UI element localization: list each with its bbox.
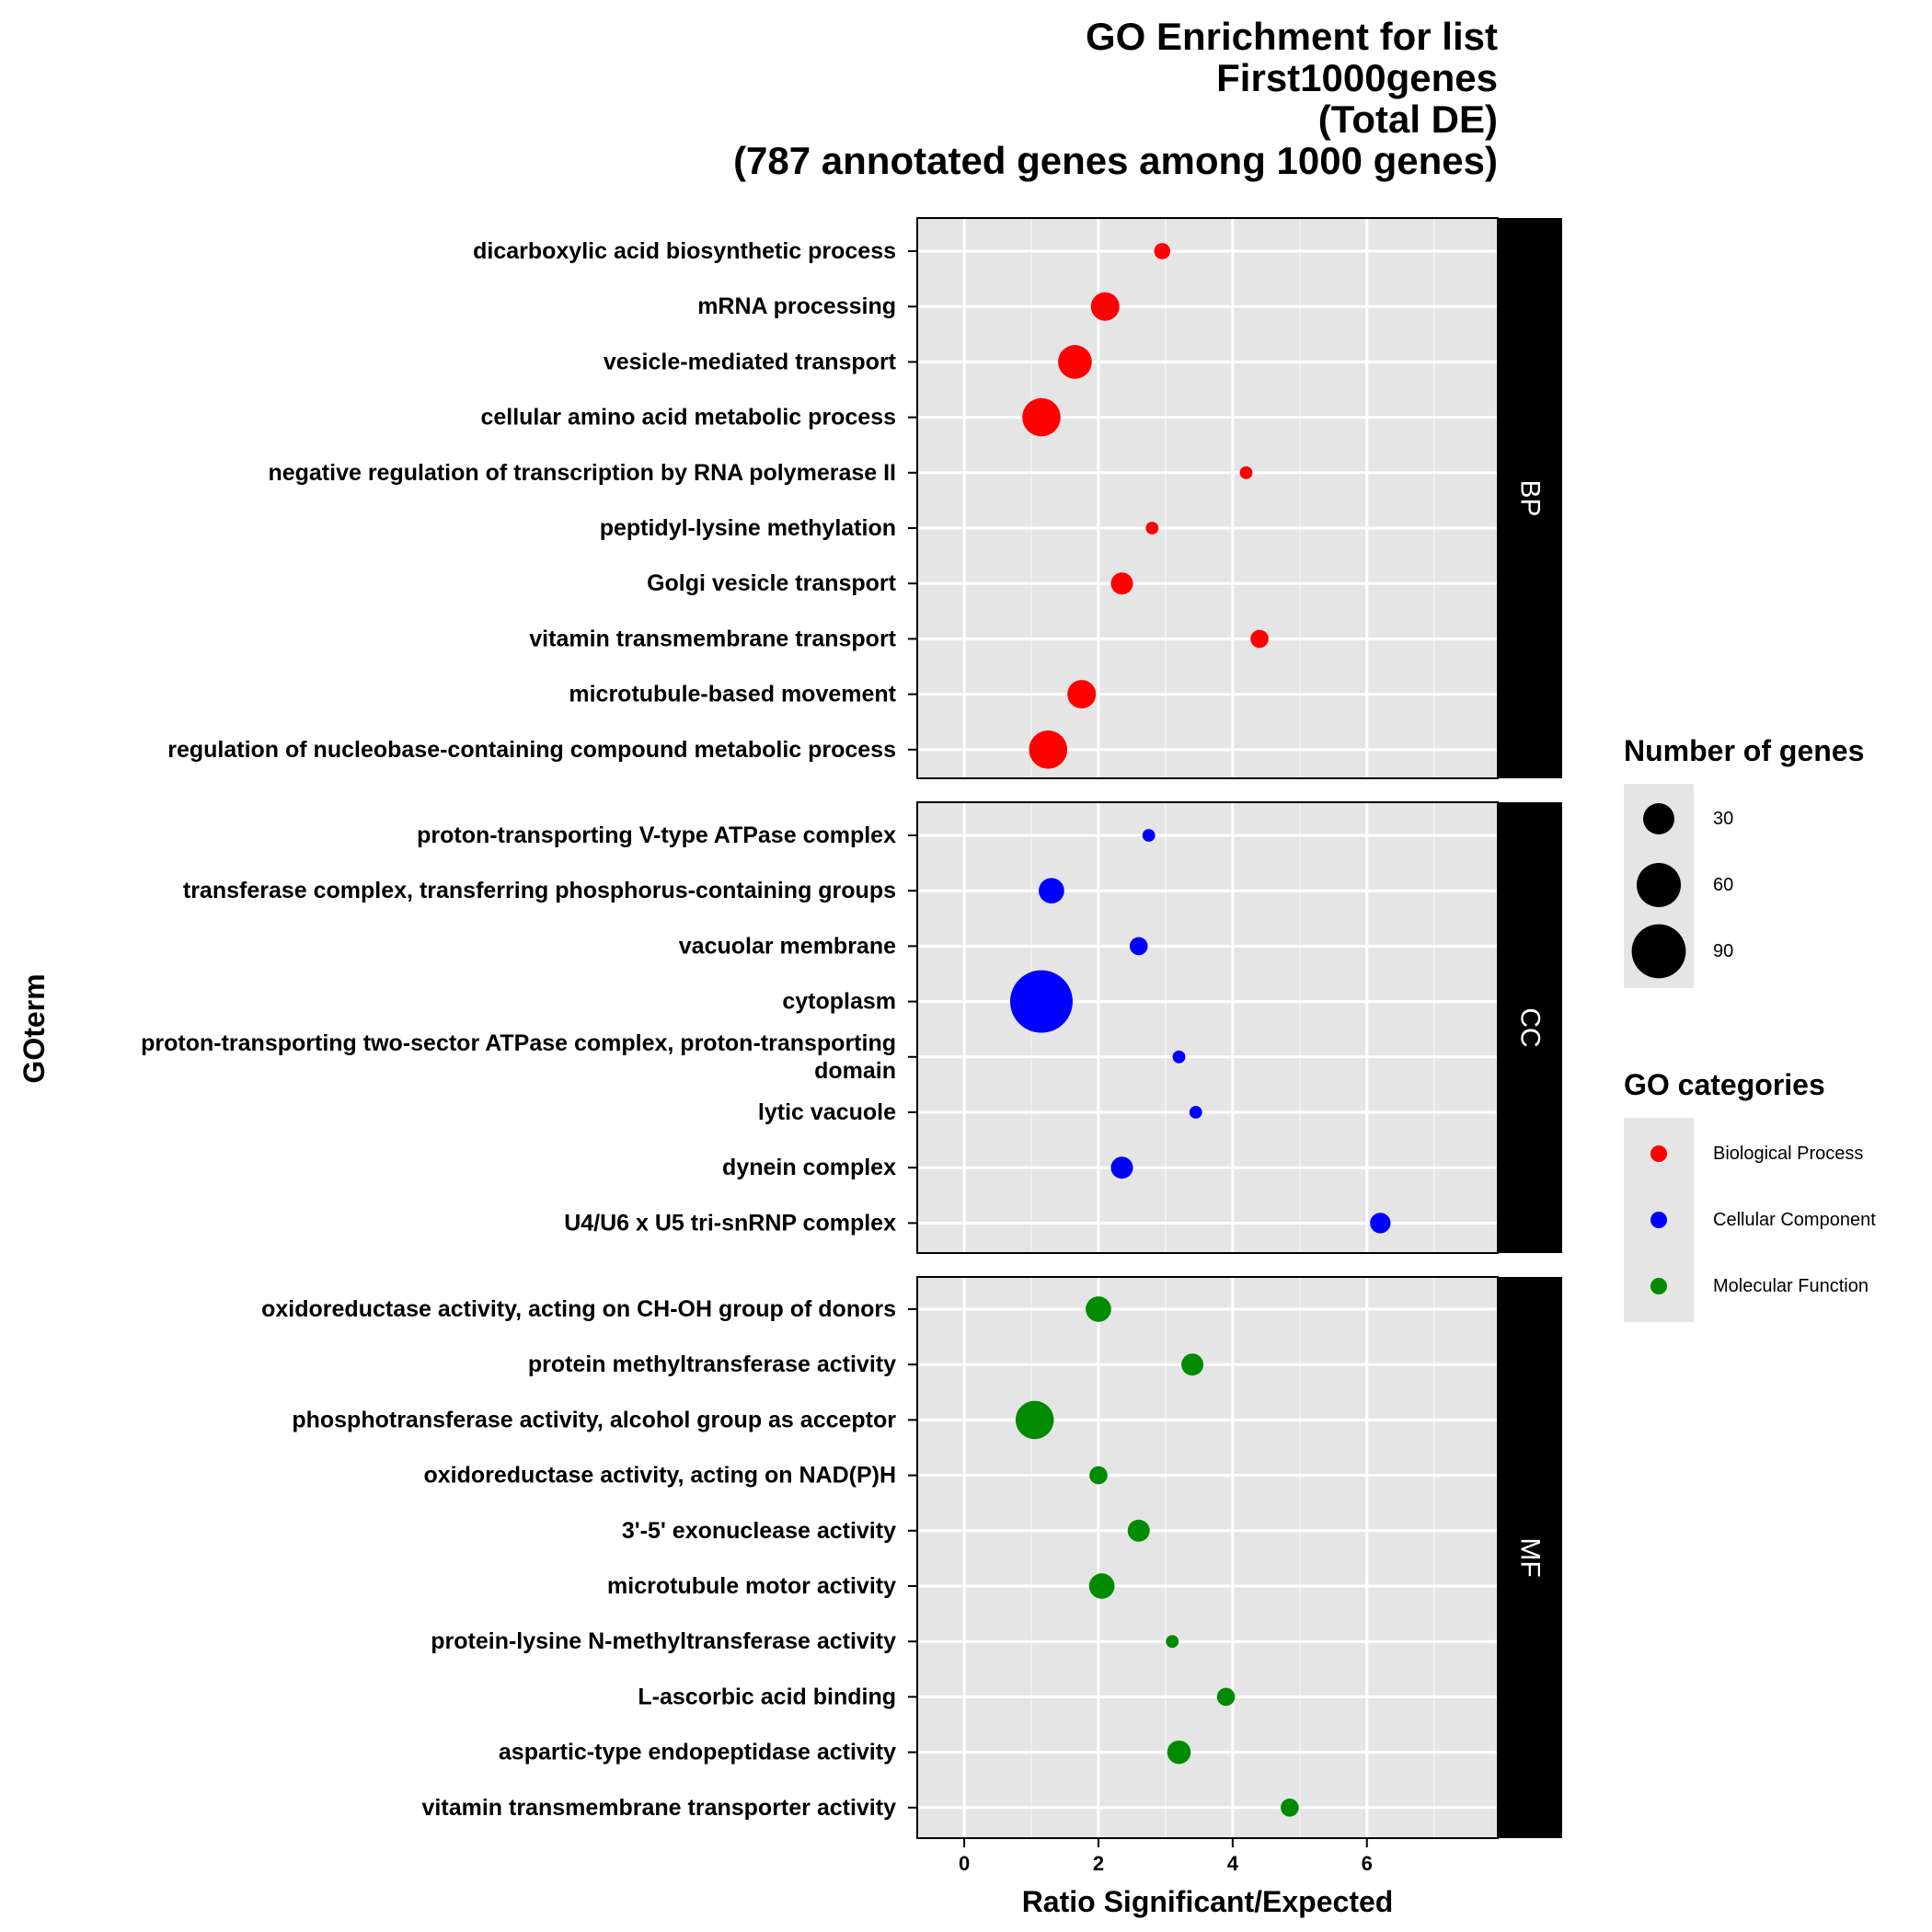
data-point-mf [1127,1519,1150,1542]
data-point-mf [1088,1573,1115,1599]
data-point-mf [1167,1740,1191,1765]
go-term-label: L-ascorbic acid binding [638,1684,896,1709]
go-term-label: cytoplasm [782,989,896,1015]
chart-title-line: First1000genes [1216,56,1498,99]
data-point-mf [1015,1400,1054,1440]
go-term-label: aspartic-type endopeptidase activity [499,1740,896,1765]
color-legend-label: Biological Process [1713,1144,1863,1164]
x-axis-title: Ratio Significant/Expected [1022,1885,1394,1918]
size-legend-key [1643,803,1674,834]
go-term-label: vitamin transmembrane transporter activi… [422,1795,897,1821]
data-point-bp [1250,629,1269,649]
data-point-cc [1110,1156,1133,1179]
go-term-label: 3'-5' exonuclease activity [622,1518,896,1544]
go-term-label: microtubule-based movement [569,682,896,707]
color-legend-key [1650,1212,1667,1228]
go-term-label: cellular amino acid metabolic process [480,405,896,431]
data-point-bp [1029,730,1068,769]
size-legend-title: Number of genes [1624,734,1864,767]
strip-label-mf: MF [1515,1537,1546,1577]
data-point-bp [1239,466,1253,479]
x-tick-label: 0 [959,1852,970,1875]
go-term-label: proton-transporting two-sector ATPase co… [141,1030,896,1056]
strip-cc [1498,802,1562,1253]
go-term-label: oxidoreductase activity, acting on CH-OH… [261,1296,896,1322]
data-point-cc [1189,1106,1202,1119]
strip-label-bp: BP [1515,479,1546,516]
go-term-label: regulation of nucleobase-containing comp… [167,737,896,763]
go-term-label: vacuolar membrane [679,933,896,959]
x-tick-label: 4 [1227,1852,1239,1875]
go-term-label: lytic vacuole [758,1099,896,1125]
data-point-cc [1039,878,1064,904]
chart-title-line: (787 annotated genes among 1000 genes) [733,139,1498,182]
go-term-label: dynein complex [722,1155,896,1180]
data-point-bp [1145,522,1159,535]
color-legend-label: Cellular Component [1713,1210,1876,1230]
panel-cc-background [917,802,1498,1253]
go-term-label: transferase complex, transferring phosph… [183,878,896,903]
strip-mf [1498,1277,1562,1838]
go-term-label: proton-transporting V-type ATPase comple… [417,822,896,848]
data-point-cc [1129,937,1148,956]
go-term-label: dicarboxylic acid biosynthetic process [473,238,896,264]
go-term-label: phosphotransferase activity, alcohol gro… [292,1407,896,1432]
data-point-mf [1216,1687,1236,1707]
data-point-bp [1022,397,1061,437]
go-term-label: oxidoreductase activity, acting on NAD(P… [423,1463,896,1489]
color-legend-title: GO categories [1624,1068,1825,1101]
go-term-label: protein methyltransferase activity [528,1351,896,1377]
data-point-cc [1172,1050,1186,1064]
go-term-label: negative regulation of transcription by … [268,460,896,486]
data-point-mf [1281,1798,1299,1817]
data-point-bp [1154,243,1171,259]
go-term-label: vitamin transmembrane transport [529,626,896,651]
x-tick-label: 6 [1362,1852,1373,1875]
data-point-bp [1110,572,1133,595]
data-point-cc [1142,829,1156,842]
color-legend-key [1650,1145,1667,1162]
x-tick-label: 2 [1093,1852,1104,1875]
data-point-mf [1166,1635,1179,1649]
chart-title-line: (Total DE) [1318,98,1498,141]
go-term-label: microtubule motor activity [607,1573,896,1599]
data-point-mf [1181,1353,1204,1376]
data-point-bp [1067,680,1097,709]
strip-bp [1498,218,1562,778]
size-legend-label: 90 [1713,941,1733,961]
size-legend-label: 30 [1713,809,1733,829]
data-point-cc [1009,970,1073,1033]
data-point-mf [1086,1296,1111,1322]
size-legend-key [1636,862,1682,908]
size-legend-key [1631,924,1686,979]
go-term-label: domain [814,1058,896,1084]
data-point-mf [1089,1466,1108,1485]
go-term-label: mRNA processing [697,293,896,319]
data-point-bp [1090,292,1120,321]
data-point-cc [1370,1213,1391,1234]
go-term-label: peptidyl-lysine methylation [600,515,896,541]
size-legend-label: 60 [1713,875,1733,895]
chart-title-line: GO Enrichment for list [1086,15,1498,58]
go-term-label: U4/U6 x U5 tri-snRNP complex [564,1210,896,1236]
panel-mf-background [917,1277,1498,1838]
go-term-label: Golgi vesicle transport [647,570,897,596]
color-legend-label: Molecular Function [1713,1276,1869,1296]
data-point-bp [1058,345,1092,379]
go-term-label: protein-lysine N-methyltransferase activ… [431,1628,896,1654]
y-axis-title: GOterm [17,973,51,1083]
strip-label-cc: CC [1515,1007,1546,1047]
panel-bp-background [917,218,1498,778]
color-legend-key [1650,1278,1667,1294]
go-term-label: vesicle-mediated transport [604,349,897,374]
